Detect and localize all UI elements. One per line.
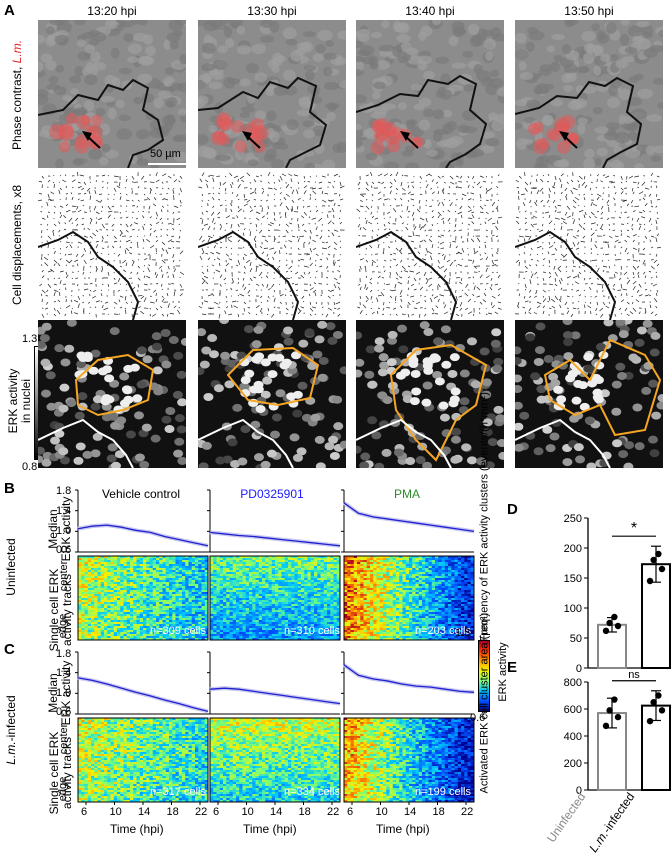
data-point [655,692,661,698]
data-point [611,696,617,702]
data-point [650,557,656,563]
ytick: 600 [564,704,582,716]
data-point [603,628,609,634]
ytick: 400 [564,731,582,743]
data-point [615,714,621,720]
ytick: 100 [564,603,582,615]
ytick: 800 [564,677,582,689]
data-point [659,566,665,572]
significance-label: * [631,520,637,537]
ytick: 200 [564,758,582,770]
data-point [611,614,617,620]
ytick: 200 [564,543,582,555]
ytick: 50 [570,633,582,645]
data-point [655,551,661,557]
bar-chart-D: 0 50 100 150 200 250 * [564,513,671,675]
ytick: 250 [564,513,582,525]
data-point [647,718,653,724]
ytick: 150 [564,573,582,585]
data-point [606,620,612,626]
data-point [615,623,621,629]
ytick: 0 [576,663,582,675]
data-point [606,707,612,713]
data-point [650,699,656,705]
data-point [647,578,653,584]
significance-label: ns [628,669,640,681]
data-point [659,707,665,713]
data-point [603,723,609,729]
